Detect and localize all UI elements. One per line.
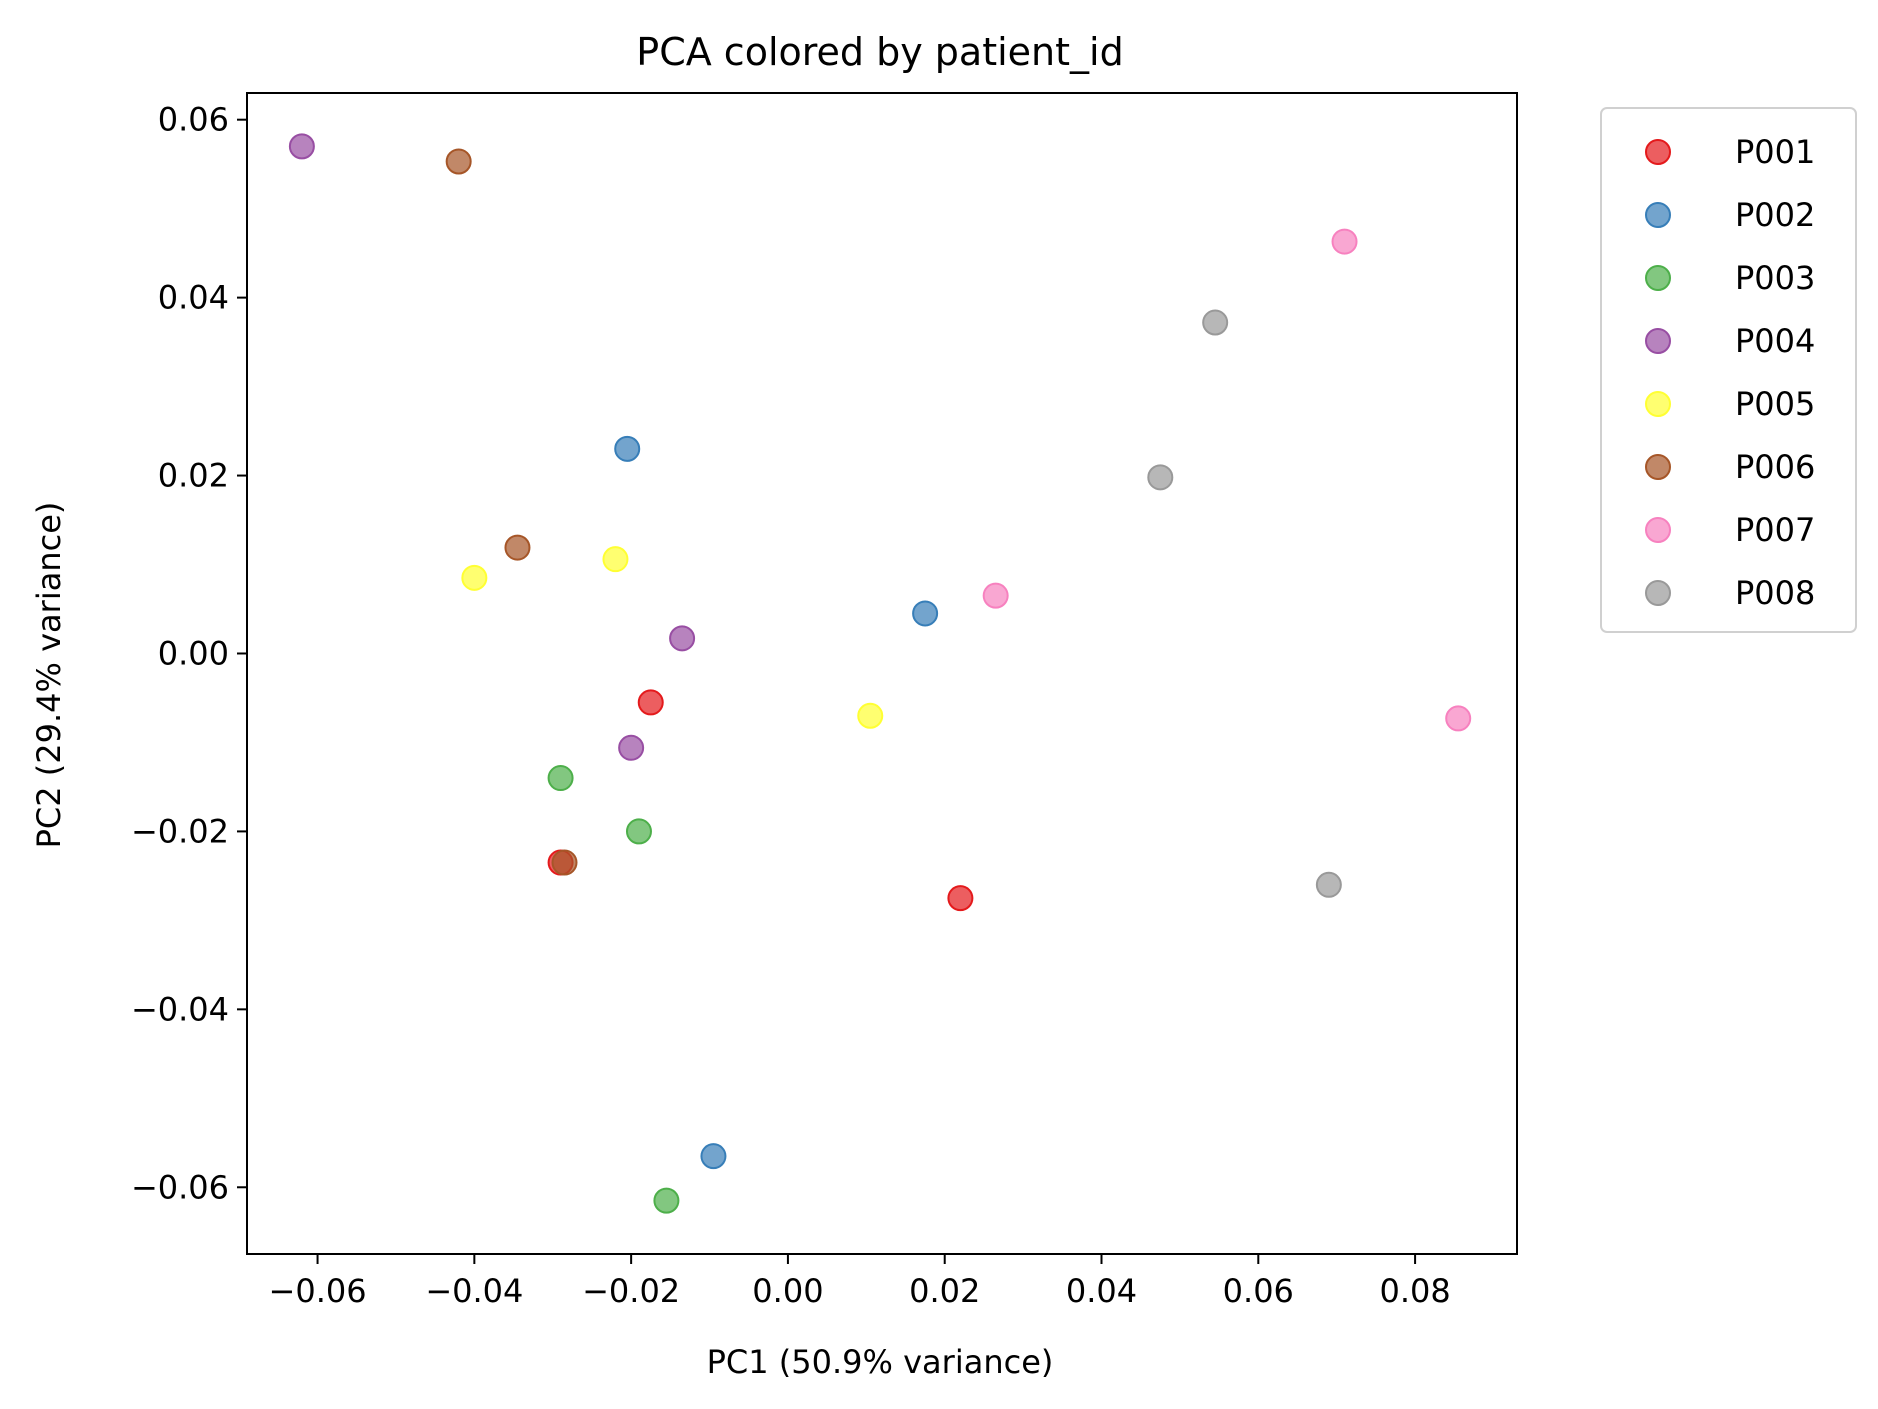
y-tick-label: 0.02 [158, 457, 229, 495]
legend-marker-p004 [1645, 328, 1671, 354]
legend-frame [1600, 107, 1857, 633]
legend: P001 P002 P003 P004 P005 P006 P007 P008 [1600, 107, 1857, 633]
data-point-p001 [637, 689, 664, 716]
y-axis-label: PC2 (29.4% variance) [30, 502, 68, 849]
plot-frame [246, 92, 1518, 1255]
y-axis-ticks: 0.06 0.04 0.02 0.00 −0.02 −0.04 −0.06 [131, 101, 247, 1206]
x-tick-label: −0.02 [582, 1272, 680, 1310]
legend-label-p006: P006 [1735, 448, 1815, 486]
x-axis-ticks: −0.06 −0.04 −0.02 0.00 0.02 0.04 0.06 0.08 [269, 1254, 1451, 1310]
data-point-p006 [504, 534, 531, 561]
data-point-p002 [614, 435, 641, 462]
data-point-p008 [1147, 464, 1174, 491]
chart-title: PCA colored by patient_id [636, 30, 1123, 74]
data-point-p001 [947, 885, 974, 912]
y-tick-label: 0.04 [158, 279, 229, 317]
x-tick-label: 0.02 [909, 1272, 980, 1310]
x-tick-label: 0.08 [1379, 1272, 1450, 1310]
legend-marker-p008 [1645, 580, 1671, 606]
data-point-p002 [912, 600, 939, 627]
x-tick-label: −0.06 [269, 1272, 367, 1310]
legend-label-p004: P004 [1735, 322, 1815, 360]
data-point-p007 [1331, 228, 1358, 255]
legend-marker-p005 [1645, 391, 1671, 417]
legend-marker-p006 [1645, 454, 1671, 480]
legend-marker-p002 [1645, 202, 1671, 228]
legend-label-p003: P003 [1735, 259, 1815, 297]
data-point-p007 [982, 582, 1009, 609]
data-point-p004 [669, 625, 696, 652]
legend-label-p005: P005 [1735, 385, 1815, 423]
x-tick-label: −0.04 [425, 1272, 523, 1310]
legend-marker-p003 [1645, 265, 1671, 291]
legend-label-p008: P008 [1735, 574, 1815, 612]
legend-label-p007: P007 [1735, 511, 1815, 549]
y-tick-label: 0.00 [158, 634, 229, 672]
x-tick-label: 0.04 [1066, 1272, 1137, 1310]
y-tick-label: −0.06 [131, 1168, 229, 1206]
x-tick-label: 0.00 [752, 1272, 823, 1310]
data-point-p008 [1315, 871, 1342, 898]
data-points [288, 133, 1472, 1214]
data-point-p006 [445, 148, 472, 175]
data-point-p005 [461, 564, 488, 591]
y-tick-label: −0.04 [131, 990, 229, 1028]
data-point-p008 [1202, 309, 1229, 336]
y-tick-label: −0.02 [131, 812, 229, 850]
data-point-p003 [547, 765, 574, 792]
y-tick-label: 0.06 [158, 101, 229, 139]
legend-marker-p001 [1645, 139, 1671, 165]
x-axis-label: PC1 (50.9% variance) [707, 1343, 1054, 1381]
legend-label-p002: P002 [1735, 196, 1815, 234]
data-point-p003 [653, 1187, 680, 1214]
data-point-p004 [288, 133, 315, 160]
data-point-p002 [700, 1143, 727, 1170]
data-point-p006 [551, 849, 578, 876]
legend-marker-p007 [1645, 517, 1671, 543]
x-tick-label: 0.06 [1223, 1272, 1294, 1310]
data-point-p007 [1445, 705, 1472, 732]
legend-label-p001: P001 [1735, 133, 1815, 171]
data-point-p004 [618, 734, 645, 761]
data-point-p005 [602, 546, 629, 573]
data-point-p005 [857, 702, 884, 729]
data-point-p003 [625, 818, 652, 845]
